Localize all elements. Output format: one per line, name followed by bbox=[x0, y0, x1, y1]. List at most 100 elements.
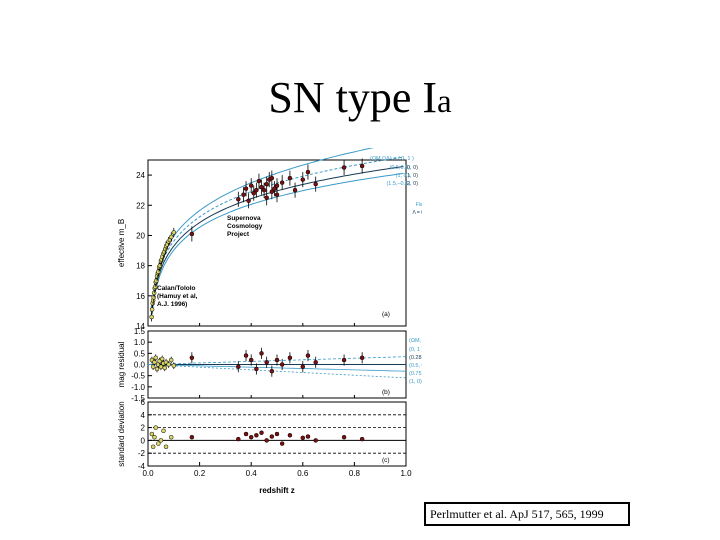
legend-a-flat-entry: (1, 0 ) bbox=[396, 173, 411, 179]
scp-point bbox=[341, 434, 347, 440]
scp-point bbox=[246, 198, 251, 203]
panel-c-ytick-label: 2 bbox=[141, 424, 146, 433]
legend-a-flat-label: Flat bbox=[416, 202, 422, 208]
scp-point bbox=[279, 441, 285, 446]
scp-point bbox=[300, 177, 306, 182]
scp-point bbox=[274, 192, 280, 197]
panel-c-ytick-label: -4 bbox=[138, 462, 146, 471]
calan-tololo-point bbox=[168, 434, 174, 440]
calan-tololo-point bbox=[171, 363, 177, 368]
legend-b-header: (ΩM, ΩΛ) = bbox=[409, 338, 422, 344]
scp-point bbox=[248, 434, 254, 440]
residual-model-curve bbox=[147, 364, 407, 379]
scp-point bbox=[269, 189, 275, 194]
scp-point bbox=[274, 357, 280, 363]
scp-point bbox=[305, 353, 311, 358]
panel-c-ytick-label: -2 bbox=[138, 449, 146, 458]
calan-tololo-point bbox=[163, 444, 169, 450]
scp-point bbox=[359, 436, 365, 442]
calan-tololo-point bbox=[159, 356, 165, 362]
scp-point bbox=[313, 181, 318, 187]
scp-point bbox=[287, 175, 293, 181]
panel-b-ytick-label: 1.5 bbox=[134, 327, 146, 336]
scp-point bbox=[236, 364, 241, 369]
calan-tololo-point bbox=[166, 362, 171, 367]
panel-b-ytick-label: 0.5 bbox=[134, 349, 146, 358]
calan-tololo-point bbox=[153, 355, 158, 361]
scp-point bbox=[261, 187, 267, 193]
scp-point bbox=[305, 169, 311, 175]
x-tick-label: 0.2 bbox=[194, 469, 206, 478]
panel-c-ytick-label: 0 bbox=[141, 436, 146, 445]
calan-tololo-point bbox=[153, 425, 158, 430]
scp-point bbox=[269, 368, 275, 374]
x-tick-label: 0.0 bbox=[142, 469, 154, 478]
citation-text: Perlmutter et al. ApJ 517, 565, 1999 bbox=[430, 507, 604, 521]
panel-b-ytick-label: -1.5 bbox=[131, 394, 145, 403]
legend-a-flat-entry: (1.5,–0.5) bbox=[386, 181, 410, 187]
scp-point bbox=[272, 186, 277, 191]
calan-tololo-point bbox=[150, 444, 156, 450]
calan-tololo-point bbox=[156, 269, 161, 274]
panel-a-ytick-label: 22 bbox=[136, 201, 145, 210]
slide-title-main: SN type I bbox=[268, 73, 437, 122]
scp-point bbox=[264, 360, 269, 365]
scp-point bbox=[279, 180, 285, 185]
scp-point bbox=[313, 438, 318, 443]
panel-a-ytick-label: 16 bbox=[136, 292, 145, 301]
x-tick-label: 0.6 bbox=[297, 469, 309, 478]
panel-a-annotation: Project bbox=[227, 231, 250, 238]
panel-b-ytick-label: -1.0 bbox=[131, 383, 145, 392]
calan-tololo-point bbox=[151, 295, 156, 300]
calan-tololo-point bbox=[154, 366, 160, 372]
calan-tololo-point bbox=[168, 234, 174, 240]
slide-title: SN type Ia bbox=[0, 72, 720, 123]
scp-point bbox=[264, 438, 269, 443]
calan-tololo-point bbox=[168, 357, 174, 363]
scp-point bbox=[248, 357, 254, 363]
x-axis-label: redshift z bbox=[259, 486, 295, 495]
panel-c-ylabel: standard deviation bbox=[117, 401, 126, 466]
scp-point bbox=[341, 357, 347, 363]
scp-point bbox=[243, 353, 249, 358]
legend-a-header: (ΩM,ΩΛ) = ( 0, 1 ) bbox=[370, 156, 414, 162]
panel-c-frame bbox=[147, 401, 407, 467]
scp-point bbox=[264, 181, 269, 187]
calan-tololo-point bbox=[149, 314, 154, 320]
calan-tololo-point bbox=[158, 438, 164, 443]
legend-b-entry: (0.75, 0.25 ) bbox=[409, 371, 422, 377]
scp-point bbox=[236, 196, 241, 202]
panel-a-annotation: Calan/Tololo bbox=[157, 285, 196, 292]
scp-point bbox=[243, 186, 249, 191]
panel-a-ytick-label: 14 bbox=[136, 322, 145, 331]
panel-c-ytick-label: 4 bbox=[141, 411, 146, 420]
calan-tololo-point bbox=[150, 364, 156, 369]
legend-b-entry: (1, 0) bbox=[409, 379, 422, 385]
scp-point bbox=[254, 366, 259, 372]
scp-point bbox=[305, 434, 311, 439]
panel-b-annotation: (b) bbox=[382, 389, 390, 396]
calan-tololo-point bbox=[162, 365, 168, 371]
calan-tololo-point bbox=[152, 284, 158, 290]
legend-a-flat-entry: (0.5,0.5) bbox=[390, 165, 411, 171]
panel-b-ylabel: mag residual bbox=[117, 341, 126, 387]
scp-point bbox=[300, 435, 306, 441]
citation-box: Perlmutter et al. ApJ 517, 565, 1999 bbox=[424, 502, 630, 526]
panel-a-annotation: A.J. 1996) bbox=[157, 301, 187, 308]
residual-model-curve bbox=[147, 364, 407, 372]
x-tick-label: 0.8 bbox=[349, 469, 361, 478]
calan-tololo-point bbox=[149, 431, 155, 437]
calan-tololo-point bbox=[152, 434, 157, 440]
scp-point bbox=[243, 431, 249, 437]
panel-b-ytick-label: -0.5 bbox=[131, 372, 145, 381]
scp-point bbox=[300, 364, 306, 369]
legend-a-lambda-zero-entry: (2, 0) bbox=[405, 181, 418, 187]
panel-a-annotation: (a) bbox=[382, 311, 390, 318]
calan-tololo-point bbox=[154, 278, 159, 283]
panel-c-annotation: (c) bbox=[382, 457, 390, 464]
hubble-diagram-figure: 14 16 18 20 22 24 effective m_B Supernova Cosmol… bbox=[112, 148, 422, 500]
scp-point bbox=[259, 430, 264, 435]
scp-point bbox=[241, 192, 246, 197]
scp-point bbox=[287, 433, 293, 438]
